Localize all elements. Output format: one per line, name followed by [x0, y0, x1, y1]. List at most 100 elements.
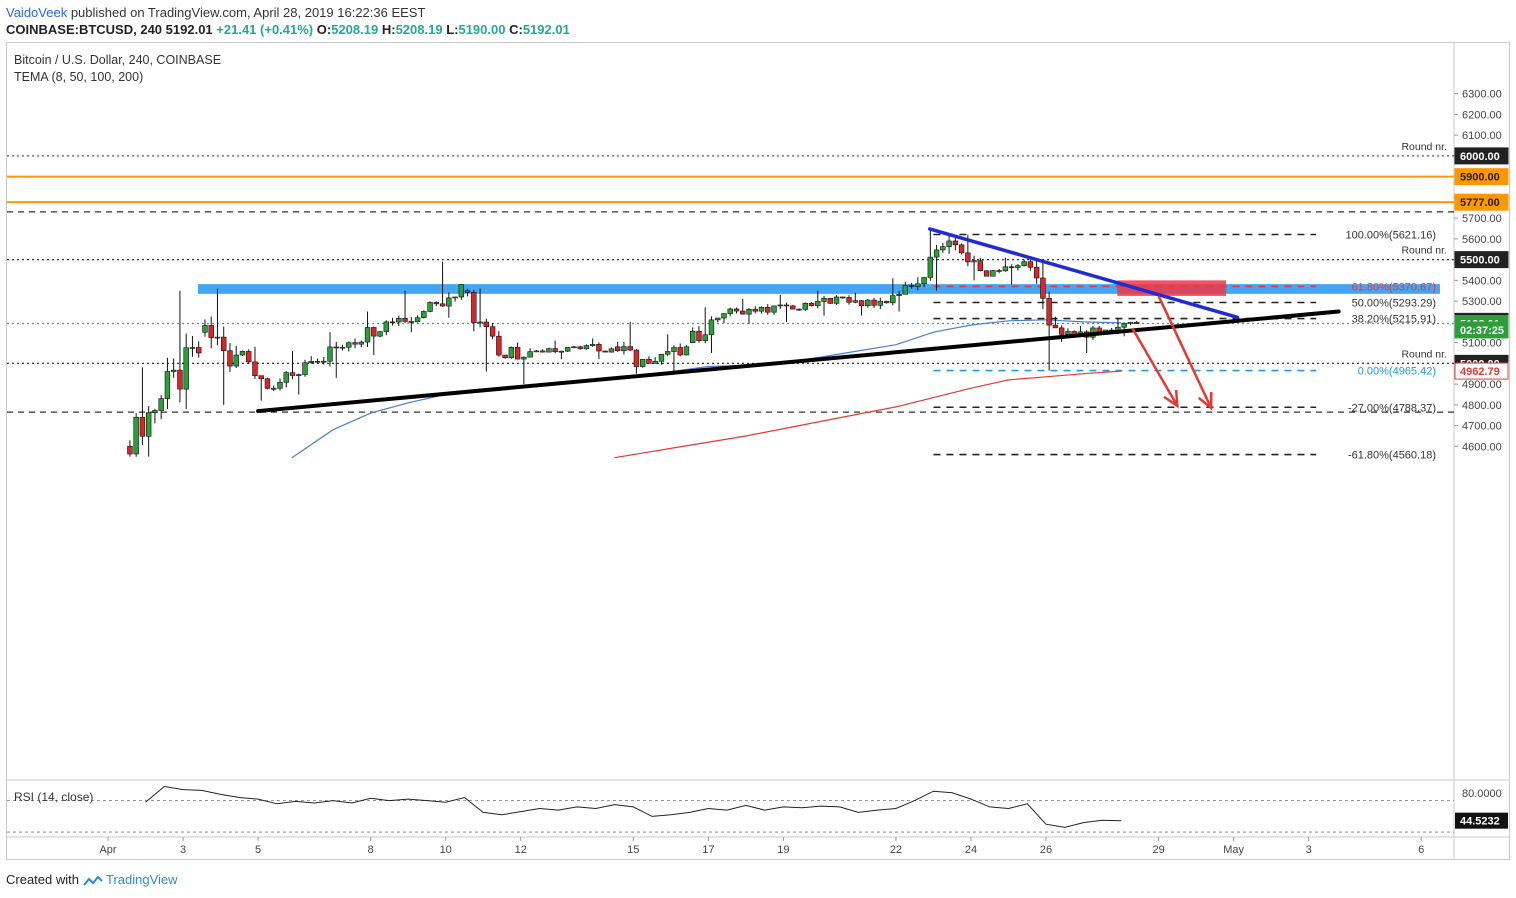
candle-body	[746, 308, 752, 315]
footer: Created with TradingView	[6, 872, 178, 887]
candle	[589, 338, 596, 347]
candle	[833, 295, 840, 305]
candle	[858, 300, 865, 316]
candle-body	[464, 290, 471, 293]
candle	[302, 359, 308, 377]
candle-body	[840, 296, 846, 299]
price-axis[interactable]: 4600.004700.004800.004900.005000.005100.…	[1454, 89, 1509, 454]
candle	[696, 326, 702, 343]
candle	[414, 315, 421, 323]
candle	[902, 281, 909, 295]
candle-body	[614, 346, 621, 352]
footer-brand[interactable]: TradingView	[106, 872, 178, 887]
candle	[564, 347, 571, 353]
candle-body	[1058, 327, 1065, 335]
candle-body	[740, 310, 746, 315]
candle	[296, 373, 302, 395]
time-tick-label: 3	[180, 844, 186, 856]
author-link[interactable]: VaidoVeek	[6, 5, 68, 20]
candle	[158, 395, 164, 420]
candle	[352, 338, 358, 349]
candle-body	[727, 308, 733, 314]
candle-body	[821, 297, 827, 302]
candle-body	[358, 341, 364, 345]
candle-body	[865, 299, 871, 307]
price-tick-label: 6200.00	[1462, 109, 1502, 121]
candle-body	[427, 302, 433, 312]
candle	[358, 340, 364, 348]
price-badge-bg	[1454, 193, 1509, 211]
candle	[539, 349, 546, 353]
candle-body	[958, 244, 965, 254]
fib-label: 100.00%(5621.16)	[1345, 229, 1436, 241]
candle	[846, 295, 852, 305]
candle	[727, 307, 733, 317]
candle-body	[158, 398, 164, 411]
candle	[133, 413, 139, 457]
price-tick-label: 5600.00	[1462, 234, 1502, 246]
candle-body	[421, 311, 427, 319]
candle	[652, 357, 658, 364]
descending-trendline[interactable]	[927, 227, 1240, 320]
price-badge: 5777.00	[1454, 193, 1509, 211]
candle-body	[721, 313, 727, 319]
candle	[1027, 259, 1034, 271]
symbol-line: COINBASE:BTCUSD, 240 5192.01 +21.41 (+0.…	[6, 21, 570, 38]
candle-body	[758, 307, 765, 312]
price-tick-label: 6300.00	[1462, 89, 1502, 101]
candle	[214, 288, 221, 346]
arrow-head-icon	[1197, 391, 1213, 411]
candle	[221, 326, 227, 405]
trendlines[interactable]	[256, 227, 1341, 414]
candle	[990, 269, 996, 277]
candle	[908, 283, 915, 289]
candle-body	[277, 381, 283, 389]
candle-body	[696, 330, 702, 341]
rsi-tick-label: 80.0000	[1462, 788, 1502, 800]
candle-body	[195, 347, 202, 354]
candle	[796, 308, 802, 311]
candle	[771, 305, 777, 315]
candle	[639, 358, 646, 368]
candle	[289, 350, 296, 380]
time-tick-label: 10	[440, 844, 452, 856]
candle	[765, 304, 771, 315]
candle-body	[302, 362, 308, 375]
candle-body	[715, 317, 721, 321]
candle-body	[1008, 266, 1015, 269]
price-tick-label: 5300.00	[1462, 296, 1502, 308]
candle	[189, 335, 196, 357]
candle	[502, 354, 508, 359]
support-trendline[interactable]	[256, 309, 1341, 414]
rsi-label: RSI (14, close)	[14, 790, 93, 804]
candle	[658, 353, 665, 365]
candle-body	[127, 446, 133, 455]
candle	[389, 317, 396, 326]
candle	[514, 342, 521, 360]
candle	[621, 341, 627, 355]
candle	[783, 302, 790, 322]
candle	[364, 311, 371, 347]
candle	[1127, 321, 1134, 326]
candle	[683, 345, 690, 356]
candle	[971, 255, 977, 281]
candle-body	[433, 302, 440, 305]
candle-body	[164, 371, 171, 399]
candle	[421, 310, 427, 319]
candle-body	[921, 277, 927, 285]
time-tick-label: 19	[777, 844, 789, 856]
candle-body	[608, 348, 615, 353]
time-axis[interactable]: Apr 3 5 8 10 12 15 17 19 22 24 26 29 May 3 6	[99, 837, 1424, 856]
candle-body	[877, 300, 884, 306]
candle-body	[352, 342, 358, 345]
candle	[496, 331, 502, 357]
candle	[183, 333, 189, 409]
price-badge-text: 5500.00	[1460, 255, 1500, 267]
close-label: C:	[509, 22, 523, 37]
candle-body	[208, 325, 214, 338]
fib-label: 0.00%(4965.42)	[1358, 366, 1436, 378]
candle-body	[858, 300, 865, 307]
candle	[227, 342, 233, 372]
indicator-label: TEMA (8, 50, 100, 200)	[14, 70, 143, 84]
